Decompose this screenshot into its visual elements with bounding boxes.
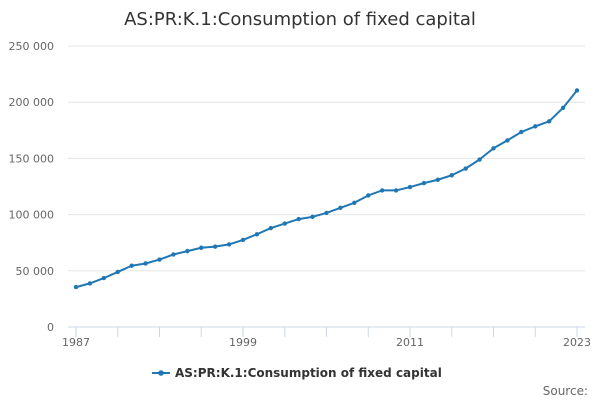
data-point[interactable] (310, 214, 315, 220)
data-point[interactable] (352, 200, 357, 205)
x-tick-label: 1999 (229, 336, 257, 349)
y-tick-label: 0 (47, 321, 54, 334)
data-point[interactable] (171, 252, 176, 257)
data-point[interactable] (199, 245, 204, 250)
data-point[interactable] (491, 146, 496, 151)
data-point[interactable] (519, 129, 524, 135)
x-tick-label: 2011 (396, 336, 424, 349)
series-line (75, 89, 578, 289)
y-tick-label: 100 000 (9, 209, 55, 222)
data-point[interactable] (157, 257, 162, 262)
grid (68, 45, 585, 272)
data-point[interactable] (282, 221, 287, 226)
legend-series-label: AS:PR:K.1:Consumption of fixed capital (175, 366, 442, 380)
data-point[interactable] (435, 177, 441, 182)
data-point[interactable] (560, 105, 566, 111)
y-tick-label: 150 000 (9, 152, 55, 165)
data-point[interactable] (546, 119, 552, 124)
data-point[interactable] (73, 284, 79, 290)
data-point[interactable] (533, 124, 538, 129)
data-point[interactable] (268, 225, 274, 231)
data-point[interactable] (185, 248, 190, 254)
y-tick-label: 200 000 (9, 96, 55, 109)
data-point[interactable] (296, 216, 301, 222)
y-tick-label: 250 000 (9, 40, 55, 53)
data-point[interactable] (87, 281, 93, 286)
data-point[interactable] (143, 261, 148, 266)
data-point[interactable] (338, 205, 343, 211)
data-point[interactable] (463, 166, 468, 171)
series-layer (73, 88, 580, 290)
data-point[interactable] (101, 275, 107, 281)
data-point[interactable] (129, 263, 134, 268)
data-point[interactable] (421, 180, 427, 186)
data-point[interactable] (505, 138, 510, 143)
data-point[interactable] (226, 242, 232, 247)
data-point[interactable] (254, 232, 260, 237)
x-tick-label: 2023 (563, 336, 591, 349)
source-label: Source: (543, 384, 588, 398)
data-point[interactable] (449, 173, 454, 178)
chart-title: AS:PR:K.1:Consumption of fixed capital (124, 9, 476, 30)
data-point[interactable] (393, 188, 399, 193)
data-point[interactable] (477, 157, 482, 162)
data-point[interactable] (379, 188, 385, 193)
legend[interactable]: AS:PR:K.1:Consumption of fixed capital (152, 366, 442, 380)
data-point[interactable] (115, 269, 120, 275)
legend-series-marker (158, 370, 164, 376)
data-point[interactable] (366, 193, 371, 198)
axes: 0 50 000 100 000 150 000 200 000 250 000 1987 1… (9, 40, 592, 349)
data-point[interactable] (574, 88, 580, 93)
data-point[interactable] (324, 210, 329, 216)
y-tick-label: 50 000 (16, 265, 55, 278)
data-point[interactable] (407, 184, 413, 190)
data-point[interactable] (240, 237, 246, 243)
x-tick-label: 1987 (62, 336, 90, 349)
data-point[interactable] (212, 244, 218, 249)
